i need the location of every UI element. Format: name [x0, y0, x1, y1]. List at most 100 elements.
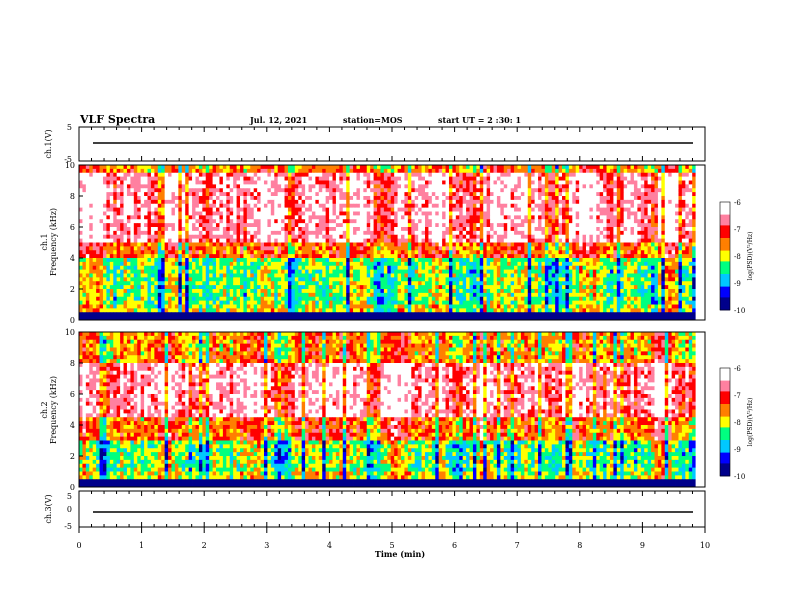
- spectrogram-cell: [613, 207, 618, 212]
- spectrogram-cell: [298, 219, 303, 224]
- spectrogram-cell: [647, 203, 652, 209]
- spectrogram-cell: [407, 192, 412, 197]
- spectrogram-cell: [633, 242, 638, 247]
- spectrogram-cell: [308, 227, 313, 232]
- spectrogram-cell: [212, 246, 217, 251]
- spectrogram-cell: [394, 265, 398, 271]
- spectrogram-cell: [637, 184, 642, 189]
- spectrogram-cell: [462, 192, 467, 197]
- spectrogram-cell: [654, 184, 659, 189]
- spectrogram-cell: [507, 215, 512, 220]
- spectrogram-cell: [305, 196, 309, 201]
- spectrogram-cell: [109, 261, 114, 267]
- spectrogram-cell: [250, 168, 255, 174]
- spectrogram-cell: [616, 230, 621, 236]
- spectrogram-cell: [455, 242, 460, 247]
- spectrogram-cell: [301, 165, 306, 170]
- spectrogram-cell: [681, 261, 686, 267]
- spectrogram-cell: [294, 230, 299, 236]
- spectrogram-cell: [137, 230, 142, 236]
- spectrogram-cell: [366, 215, 371, 220]
- spectrogram-cell: [363, 192, 368, 197]
- spectrogram-cell: [359, 265, 364, 271]
- spectrogram-cell: [490, 246, 494, 251]
- spectrogram-cell: [510, 246, 515, 251]
- spectrogram-cell: [424, 261, 429, 267]
- spectrogram-cell: [651, 223, 655, 228]
- spectrogram-cell: [116, 254, 121, 259]
- spectrogram-cell: [637, 250, 642, 255]
- spectrogram-cell: [606, 242, 611, 247]
- spectrogram-cell: [363, 188, 368, 193]
- spectrogram-cell: [462, 219, 467, 224]
- spectrogram-cell: [431, 192, 436, 197]
- spectrogram-cell: [174, 199, 179, 205]
- spectrogram-cell: [668, 180, 673, 185]
- spectrogram-cell: [113, 265, 118, 271]
- spectrogram-cell: [383, 199, 388, 205]
- spectrogram-cell: [630, 242, 635, 247]
- spectrogram-cell: [510, 172, 515, 178]
- spectrogram-cell: [455, 180, 460, 185]
- spectrogram-cell: [243, 165, 248, 170]
- spectrogram-cell: [164, 246, 169, 251]
- spectrogram-cell: [89, 203, 94, 209]
- spectrogram-cell: [661, 192, 666, 197]
- spectrogram-cell: [661, 242, 666, 247]
- spectrogram-cell: [222, 234, 227, 240]
- spectrogram-cell: [383, 184, 388, 189]
- spectrogram-cell: [589, 265, 594, 271]
- spectrogram-cell: [640, 203, 645, 209]
- spectrogram-cell: [246, 168, 251, 174]
- spectrogram-cell: [257, 242, 261, 247]
- spectrogram-cell: [603, 203, 607, 209]
- spectrogram-cell: [335, 261, 340, 267]
- spectrogram-cell: [671, 184, 676, 189]
- spectrogram-cell: [284, 261, 289, 267]
- spectrogram-cell: [380, 211, 385, 216]
- spectrogram-cell: [363, 215, 368, 220]
- spectrogram-cell: [270, 207, 275, 212]
- spectrogram-cell: [397, 172, 402, 178]
- spectrogram-cell: [407, 184, 412, 189]
- spectrogram-cell: [370, 265, 375, 271]
- spectrogram-cell: [538, 211, 542, 216]
- spectrogram-cell: [623, 254, 628, 259]
- spectrogram-cell: [671, 168, 676, 174]
- spectrogram-cell: [346, 203, 351, 209]
- spectrogram-cell: [346, 227, 351, 232]
- spectrogram-cell: [524, 219, 529, 224]
- spectrogram-cell: [606, 165, 611, 170]
- spectrogram-cell: [678, 242, 683, 247]
- spectrogram-cell: [260, 165, 265, 170]
- spectrogram-cell: [633, 176, 638, 181]
- spectrogram-cell: [541, 199, 546, 205]
- spectrogram-cell: [212, 192, 217, 197]
- spectrogram-cell: [568, 223, 573, 228]
- spectrogram-cell: [493, 219, 498, 224]
- spectrogram-cell: [154, 258, 159, 263]
- spectrogram-cell: [154, 203, 159, 209]
- spectrogram-cell: [517, 246, 522, 251]
- spectrogram-cell: [527, 230, 532, 236]
- spectrogram-cell: [390, 211, 395, 216]
- spectrogram-cell: [418, 165, 422, 170]
- spectrogram-cell: [318, 223, 323, 228]
- spectrogram-cell: [589, 223, 594, 228]
- spectrogram-cell: [260, 207, 265, 212]
- spectrogram-cell: [130, 242, 135, 247]
- spectrogram-cell: [192, 168, 196, 174]
- spectrogram-cell: [459, 227, 464, 232]
- spectrogram-cell: [394, 238, 398, 243]
- spectrogram-cell: [401, 196, 405, 201]
- spectrogram-cell: [431, 219, 436, 224]
- spectrogram-cell: [627, 207, 631, 212]
- spectrogram-cell: [79, 269, 83, 274]
- spectrogram-cell: [548, 172, 553, 178]
- spectrogram-cell: [414, 196, 419, 201]
- spectrogram-cell: [308, 215, 313, 220]
- spectrogram-cell: [99, 188, 104, 193]
- spectrogram-cell: [222, 261, 227, 267]
- spectrogram-cell: [92, 269, 97, 274]
- spectrogram-cell: [387, 199, 392, 205]
